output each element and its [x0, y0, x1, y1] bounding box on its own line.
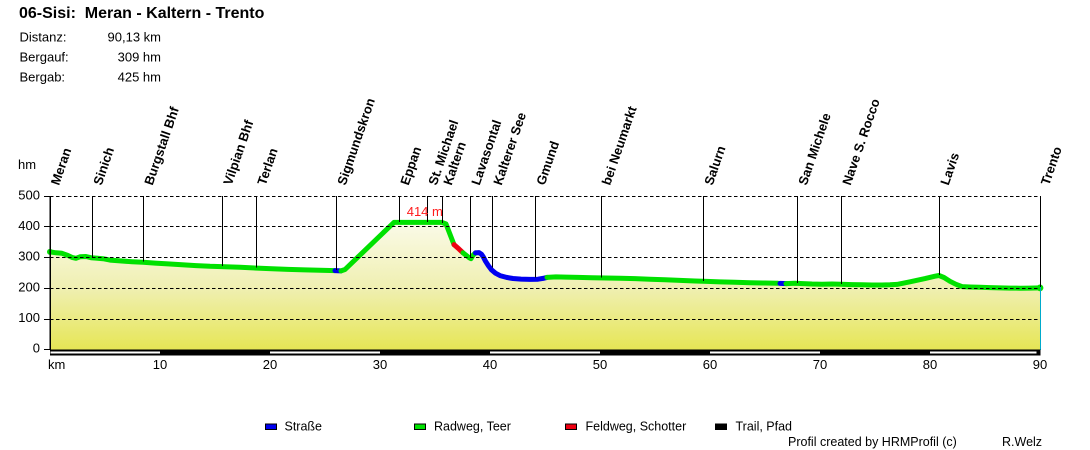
svg-text:Nave S. Rocco: Nave S. Rocco — [839, 97, 883, 187]
svg-text:414 m: 414 m — [407, 204, 443, 219]
svg-text:60: 60 — [703, 357, 717, 372]
svg-text:70: 70 — [813, 357, 827, 372]
svg-text:Bergauf:: Bergauf: — [20, 50, 69, 65]
svg-text:06-Sisi: Meran - Kaltern - Tr: 06-Sisi: Meran - Kaltern - Trento — [19, 5, 265, 22]
svg-text:bei Neumarkt: bei Neumarkt — [599, 104, 640, 187]
svg-text:Vilpian Bhf: Vilpian Bhf — [220, 117, 256, 186]
svg-text:40: 40 — [483, 357, 497, 372]
svg-text:30: 30 — [373, 357, 387, 372]
svg-text:309 hm: 309 hm — [118, 50, 161, 65]
svg-text:R.Welz: R.Welz — [1002, 435, 1042, 449]
svg-text:300: 300 — [18, 249, 40, 264]
svg-text:0: 0 — [33, 341, 40, 356]
svg-text:50: 50 — [593, 357, 607, 372]
svg-text:km: km — [48, 357, 65, 372]
svg-text:Distanz:: Distanz: — [20, 30, 67, 45]
svg-text:100: 100 — [18, 310, 40, 325]
svg-text:Feldweg, Schotter: Feldweg, Schotter — [586, 420, 687, 434]
svg-text:Meran: Meran — [48, 146, 75, 187]
svg-text:Eppan: Eppan — [397, 144, 424, 186]
svg-text:Trail, Pfad: Trail, Pfad — [736, 420, 793, 434]
svg-text:Profil created by HRMProfil (c: Profil created by HRMProfil (c) — [788, 435, 957, 449]
svg-text:Gmund: Gmund — [533, 139, 562, 187]
svg-text:500: 500 — [18, 188, 40, 203]
svg-text:Sinich: Sinich — [90, 145, 117, 187]
svg-text:San Michele: San Michele — [795, 111, 834, 187]
svg-text:400: 400 — [18, 218, 40, 233]
svg-text:90,13 km: 90,13 km — [108, 30, 161, 45]
svg-text:Salurn: Salurn — [701, 144, 728, 187]
svg-text:200: 200 — [18, 279, 40, 294]
svg-text:Sigmundskron: Sigmundskron — [334, 96, 378, 187]
svg-text:Lavis: Lavis — [937, 151, 962, 187]
svg-text:Straße: Straße — [285, 420, 323, 434]
svg-text:80: 80 — [923, 357, 937, 372]
svg-text:Radweg, Teer: Radweg, Teer — [434, 420, 511, 434]
svg-text:Bergab:: Bergab: — [20, 70, 66, 85]
svg-text:90: 90 — [1033, 357, 1047, 372]
svg-text:Terlan: Terlan — [254, 146, 281, 187]
svg-text:425 hm: 425 hm — [118, 70, 161, 85]
svg-text:20: 20 — [263, 357, 277, 372]
svg-text:Burgstall Bhf: Burgstall Bhf — [141, 104, 182, 187]
svg-text:Trento: Trento — [1038, 144, 1065, 186]
svg-text:hm: hm — [18, 157, 36, 172]
svg-text:10: 10 — [153, 357, 167, 372]
